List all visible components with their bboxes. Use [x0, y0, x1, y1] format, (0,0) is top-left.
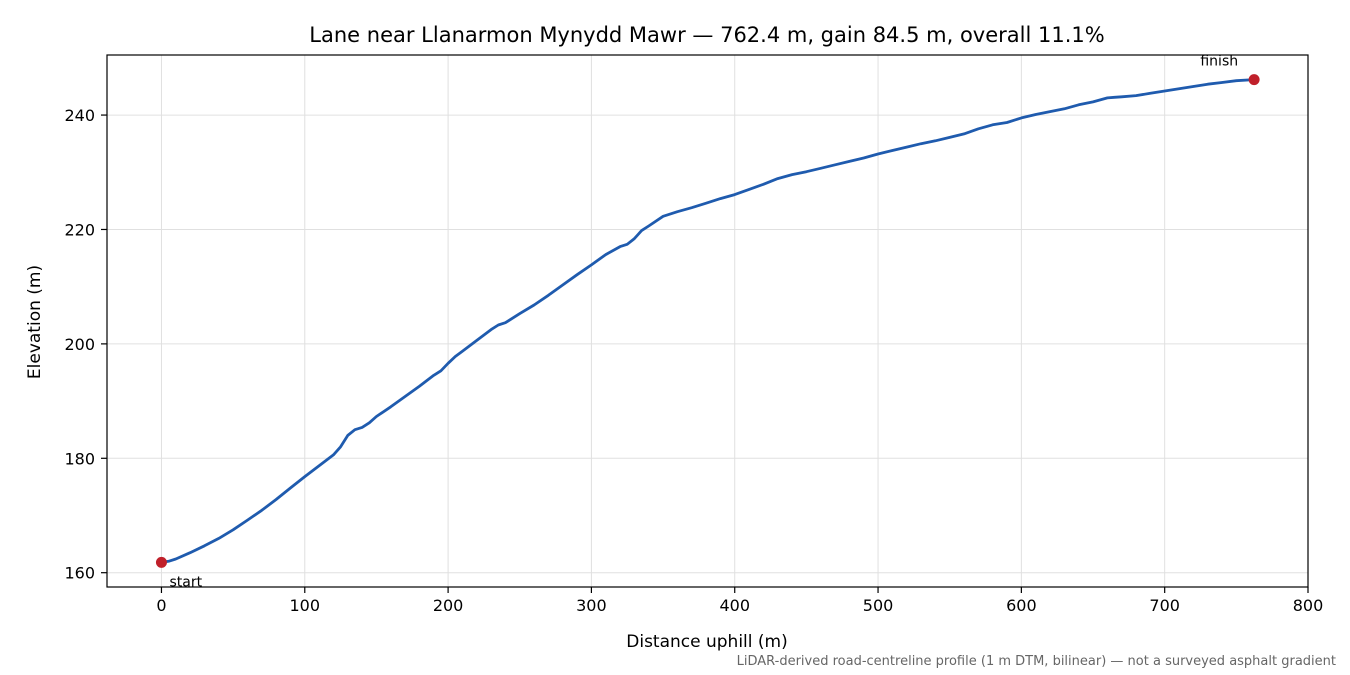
- endpoint-markers: start finish: [155, 54, 1260, 590]
- series-layer: [160, 78, 1256, 564]
- start-point-marker: [155, 556, 167, 568]
- x-tick-label-4: 400: [719, 596, 750, 615]
- x-tick-label-1: 100: [290, 596, 321, 615]
- chart-title: Lane near Llanarmon Mynydd Mawr — 762.4 …: [309, 23, 1104, 47]
- x-tick-label-5: 500: [863, 596, 894, 615]
- x-tick-label-0: 0: [156, 596, 166, 615]
- plot-frame: [106, 54, 1309, 588]
- x-tick-label-2: 200: [433, 596, 464, 615]
- elevation-line-0: [160, 78, 1256, 564]
- axes: 0 100 200 300 400 500 600 700 800 160 180 200 220 240: [64, 54, 1324, 615]
- x-tick-label-3: 300: [576, 596, 607, 615]
- y-tick-label-2: 200: [64, 335, 95, 354]
- x-tick-label-7: 700: [1149, 596, 1180, 615]
- finish-point-marker: [1248, 74, 1260, 86]
- x-axis-title: Distance uphill (m): [626, 632, 787, 652]
- x-tick-label-6: 600: [1006, 596, 1037, 615]
- y-tick-label-1: 180: [64, 449, 95, 468]
- y-axis-title: Elevation (m): [25, 265, 45, 379]
- data-source-note: LiDAR-derived road-centreline profile (1…: [737, 654, 1336, 669]
- y-tick-label-4: 240: [64, 106, 95, 125]
- start-label: start: [169, 574, 202, 590]
- grid: [107, 55, 1309, 587]
- y-tick-label-3: 220: [64, 220, 95, 239]
- x-tick-label-8: 800: [1293, 596, 1324, 615]
- y-tick-label-0: 160: [64, 564, 95, 583]
- finish-label: finish: [1200, 54, 1238, 70]
